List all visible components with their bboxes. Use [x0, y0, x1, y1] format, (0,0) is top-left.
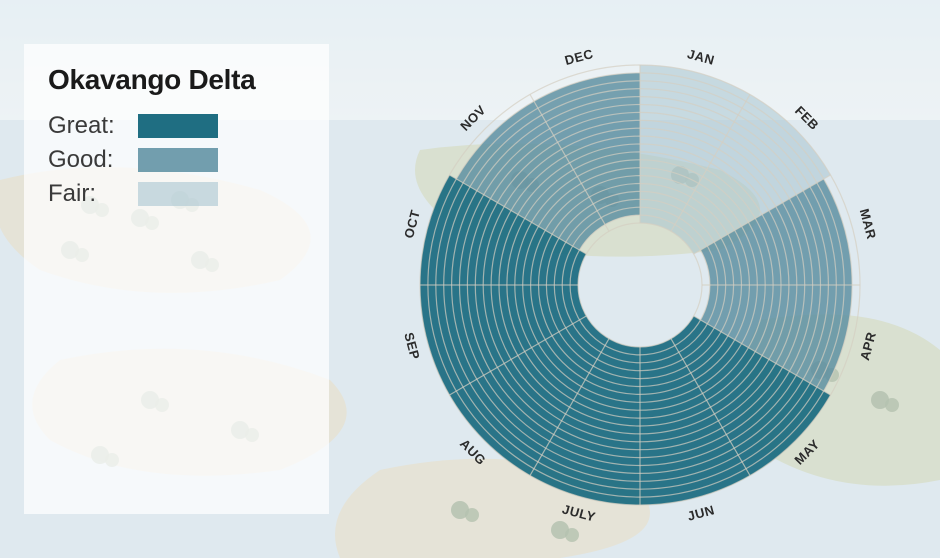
- infographic-root: Okavango Delta Great: Good: Fair: JANFEBMA…: [0, 0, 940, 558]
- legend-swatch: [138, 182, 218, 206]
- legend-swatch: [138, 148, 218, 172]
- legend-row-fair: Fair:: [48, 180, 305, 208]
- legend-swatch: [138, 114, 218, 138]
- page-title: Okavango Delta: [48, 64, 305, 96]
- legend-panel: Okavango Delta Great: Good: Fair:: [24, 44, 329, 514]
- legend-label: Good:: [48, 146, 138, 174]
- legend-row-great: Great:: [48, 112, 305, 140]
- chart-ring: [578, 223, 702, 347]
- radial-chart: JANFEBMARAPRMAYJUNJULYAUGSEPOCTNOVDEC: [370, 15, 910, 555]
- legend-label: Fair:: [48, 180, 138, 208]
- legend-label: Great:: [48, 112, 138, 140]
- legend-row-good: Good:: [48, 146, 305, 174]
